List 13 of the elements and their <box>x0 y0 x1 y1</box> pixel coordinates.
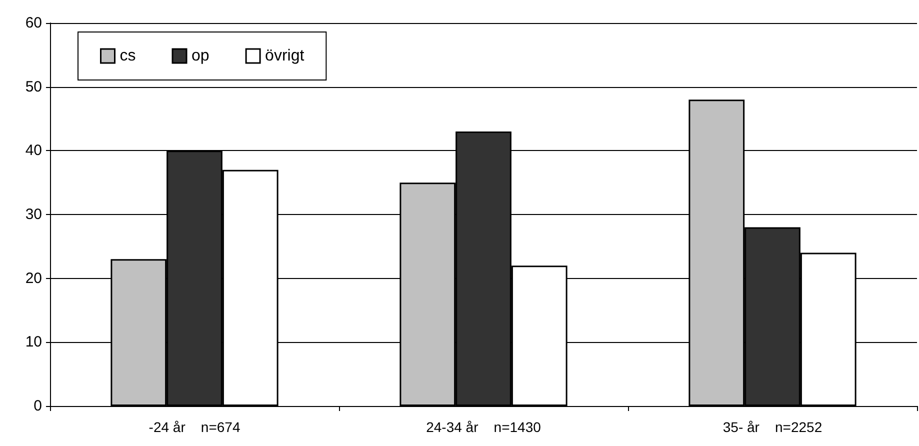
y-tick-label: 0 <box>34 398 42 414</box>
y-tick-label: 20 <box>25 270 42 287</box>
legend-label: övrigt <box>265 48 305 64</box>
y-tick-label: 40 <box>25 142 42 160</box>
x-tick-label: -24 år n=674 <box>148 419 240 435</box>
y-tick-label: 30 <box>25 206 42 223</box>
x-tick-label: 24-34 år n=1430 <box>426 419 542 435</box>
y-tick-label: 50 <box>25 78 42 96</box>
y-tick-label: 60 <box>25 14 42 32</box>
legend-label: op <box>192 48 210 64</box>
legend-label: cs <box>120 48 136 64</box>
x-tick-label: 35- år n=2252 <box>722 419 822 435</box>
y-tick-label: 10 <box>25 334 42 351</box>
